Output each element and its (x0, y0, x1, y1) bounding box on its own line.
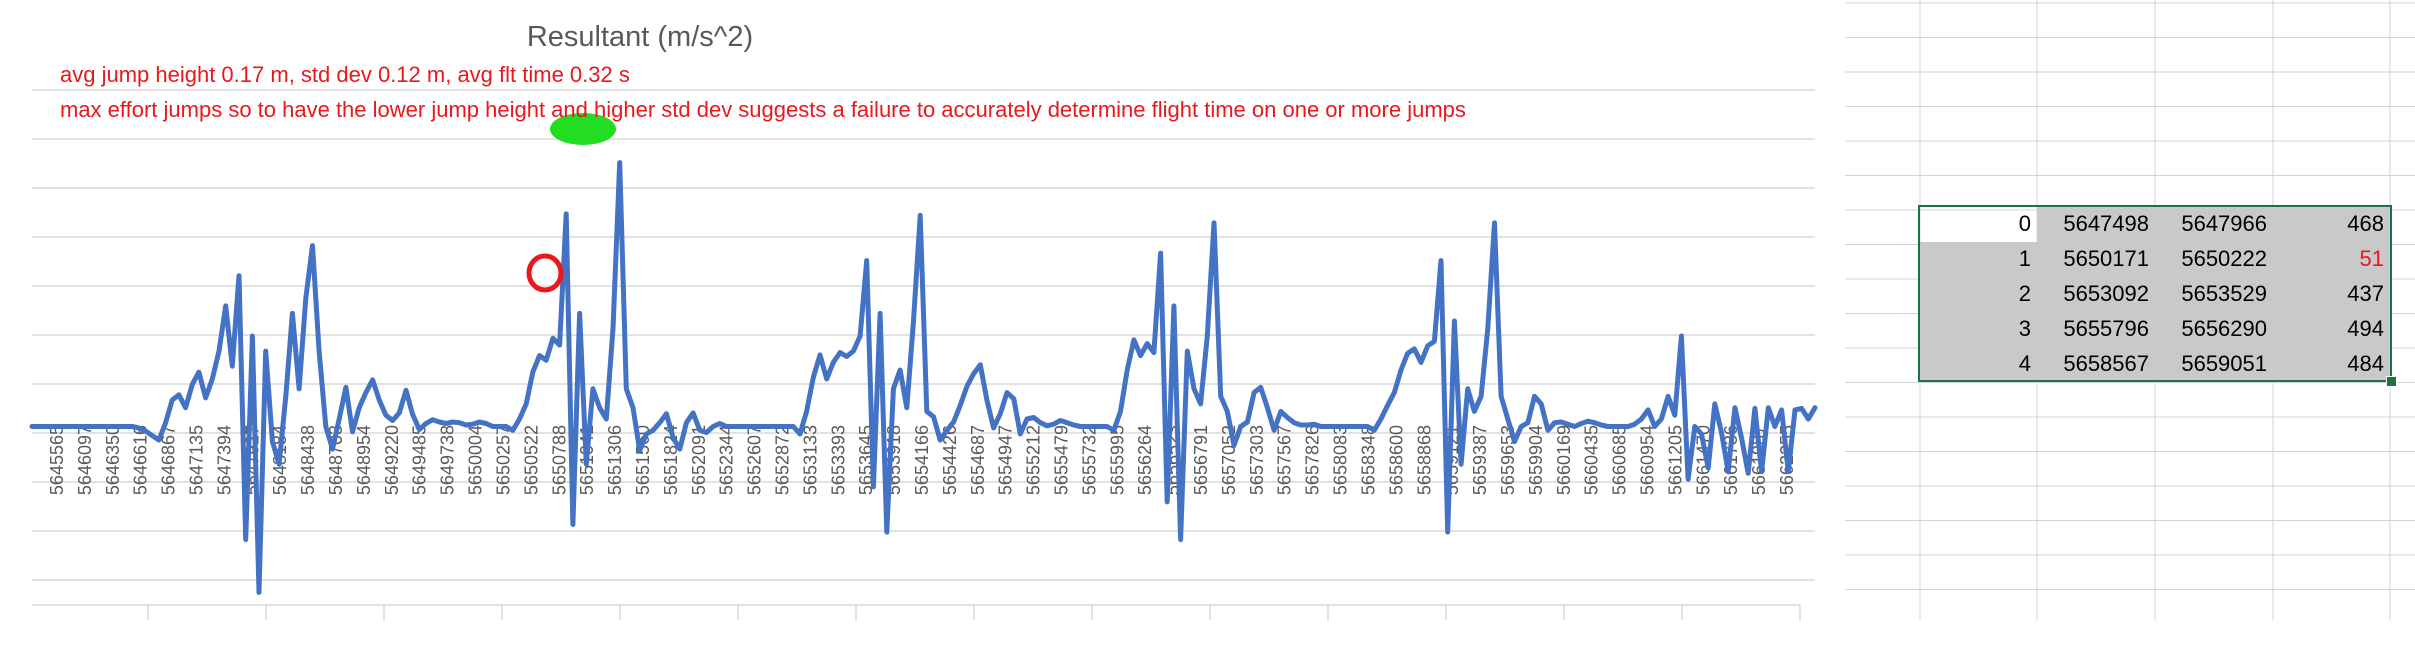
table-cell[interactable]: 5658567 (2037, 347, 2155, 382)
chart-title: Resultant (m/s^2) (527, 21, 753, 53)
x-tick-label: 5652872 (772, 425, 792, 495)
table-cell[interactable]: 5656290 (2155, 312, 2273, 347)
x-tick-label: 5649738 (438, 425, 458, 495)
table-cell[interactable]: 1 (1920, 242, 2037, 277)
annotation-line-2: max effort jumps so to have the lower ju… (60, 97, 1466, 122)
table-cell[interactable]: 5655796 (2037, 312, 2155, 347)
x-tick-label: 5646350 (103, 425, 123, 495)
x-axis (147, 605, 1801, 620)
x-tick-label: 5655479 (1052, 425, 1072, 495)
table-cell[interactable]: 5653092 (2037, 277, 2155, 312)
x-tick-label: 5660169 (1554, 425, 1574, 495)
table-cell[interactable]: 3 (1920, 312, 2037, 347)
table-cell[interactable]: 5647498 (2037, 207, 2155, 242)
x-tick-label: 5650004 (466, 425, 486, 495)
x-tick-label: 5656264 (1135, 425, 1155, 495)
x-tick-label: 5650257 (493, 425, 513, 495)
x-tick-label: 5660435 (1582, 425, 1602, 495)
table-cell[interactable]: 5650171 (2037, 242, 2155, 277)
spreadsheet-panel: 0 5647498 5647966 468 1 5650171 5650222 51 2 5653… (1845, 0, 2415, 655)
x-tick-label: 5652091 (689, 425, 709, 495)
table-cell[interactable]: 494 (2273, 312, 2390, 347)
x-tick-label: 5655995 (1107, 425, 1127, 495)
table-cell[interactable]: 2 (1920, 277, 2037, 312)
x-tick-label: 5653393 (828, 425, 848, 495)
x-tick-label: 5660954 (1637, 425, 1657, 495)
x-tick-label: 5654166 (912, 425, 932, 495)
table-cell[interactable]: 468 (2273, 207, 2390, 242)
x-tick-labels: 5645565 5646097 5646350 5646616 5646867 56471… (47, 425, 1797, 495)
x-tick-label: 5657567 (1275, 425, 1295, 495)
x-tick-label: 5648954 (354, 425, 374, 495)
table-cell[interactable]: 51 (2273, 242, 2390, 277)
x-tick-label: 5649485 (410, 425, 430, 495)
x-tick-label: 5654947 (996, 425, 1016, 495)
fill-handle[interactable] (2386, 376, 2397, 387)
x-tick-label: 5646867 (159, 425, 179, 495)
x-tick-label: 5654687 (968, 425, 988, 495)
table-cell[interactable]: 5650222 (2155, 242, 2273, 277)
table-cell[interactable]: 437 (2273, 277, 2390, 312)
x-tick-label: 5655212 (1024, 425, 1044, 495)
x-tick-label: 5647135 (187, 425, 207, 495)
x-tick-label: 5657826 (1303, 425, 1323, 495)
x-tick-label: 5657303 (1247, 425, 1267, 495)
x-tick-label: 5658083 (1331, 425, 1351, 495)
chart-svg: 5645565 5646097 5646350 5646616 5646867 56471… (29, 21, 1818, 620)
x-tick-label: 5649220 (382, 425, 402, 495)
x-tick-label: 5659904 (1526, 425, 1546, 495)
x-tick-label: 5661205 (1665, 425, 1685, 495)
x-tick-label: 5650788 (549, 425, 569, 495)
red-circle-annotation (526, 253, 564, 293)
x-tick-label: 5646097 (75, 425, 95, 495)
table-cell[interactable]: 5659051 (2155, 347, 2273, 382)
x-tick-label: 5656791 (1191, 425, 1211, 495)
x-tick-label: 5651306 (605, 425, 625, 495)
x-tick-label: 5658868 (1414, 425, 1434, 495)
x-tick-label: 5650522 (521, 425, 541, 495)
table-cell[interactable]: 5647966 (2155, 207, 2273, 242)
x-tick-label: 5658600 (1386, 425, 1406, 495)
annotation-line-1: avg jump height 0.17 m, std dev 0.12 m, … (60, 62, 630, 87)
x-tick-label: 5659387 (1470, 425, 1490, 495)
x-tick-label: 5646616 (131, 425, 151, 495)
table-cell[interactable]: 0 (2018, 211, 2031, 236)
x-tick-label: 5661470 (1693, 425, 1713, 495)
table-cell[interactable]: 4 (1920, 347, 2037, 382)
x-tick-label: 5652607 (745, 425, 765, 495)
x-tick-label: 5645565 (47, 425, 67, 495)
x-tick-label: 5654426 (940, 425, 960, 495)
x-tick-label: 5652344 (717, 425, 737, 495)
x-tick-label: 5653133 (800, 425, 820, 495)
x-tick-label: 5660685 (1610, 425, 1630, 495)
selection-border (1918, 205, 2392, 382)
green-highlight-mark (550, 113, 616, 145)
table-cell[interactable]: 484 (2273, 347, 2390, 382)
x-tick-label: 5655732 (1079, 425, 1099, 495)
x-tick-label: 5648438 (298, 425, 318, 495)
x-tick-label: 5647394 (214, 425, 234, 495)
x-tick-label: 5658348 (1358, 425, 1378, 495)
series-line (29, 160, 1818, 595)
table-cell[interactable]: 5653529 (2155, 277, 2273, 312)
chart-area: 5645565 5646097 5646350 5646616 5646867 56471… (29, 21, 1818, 620)
